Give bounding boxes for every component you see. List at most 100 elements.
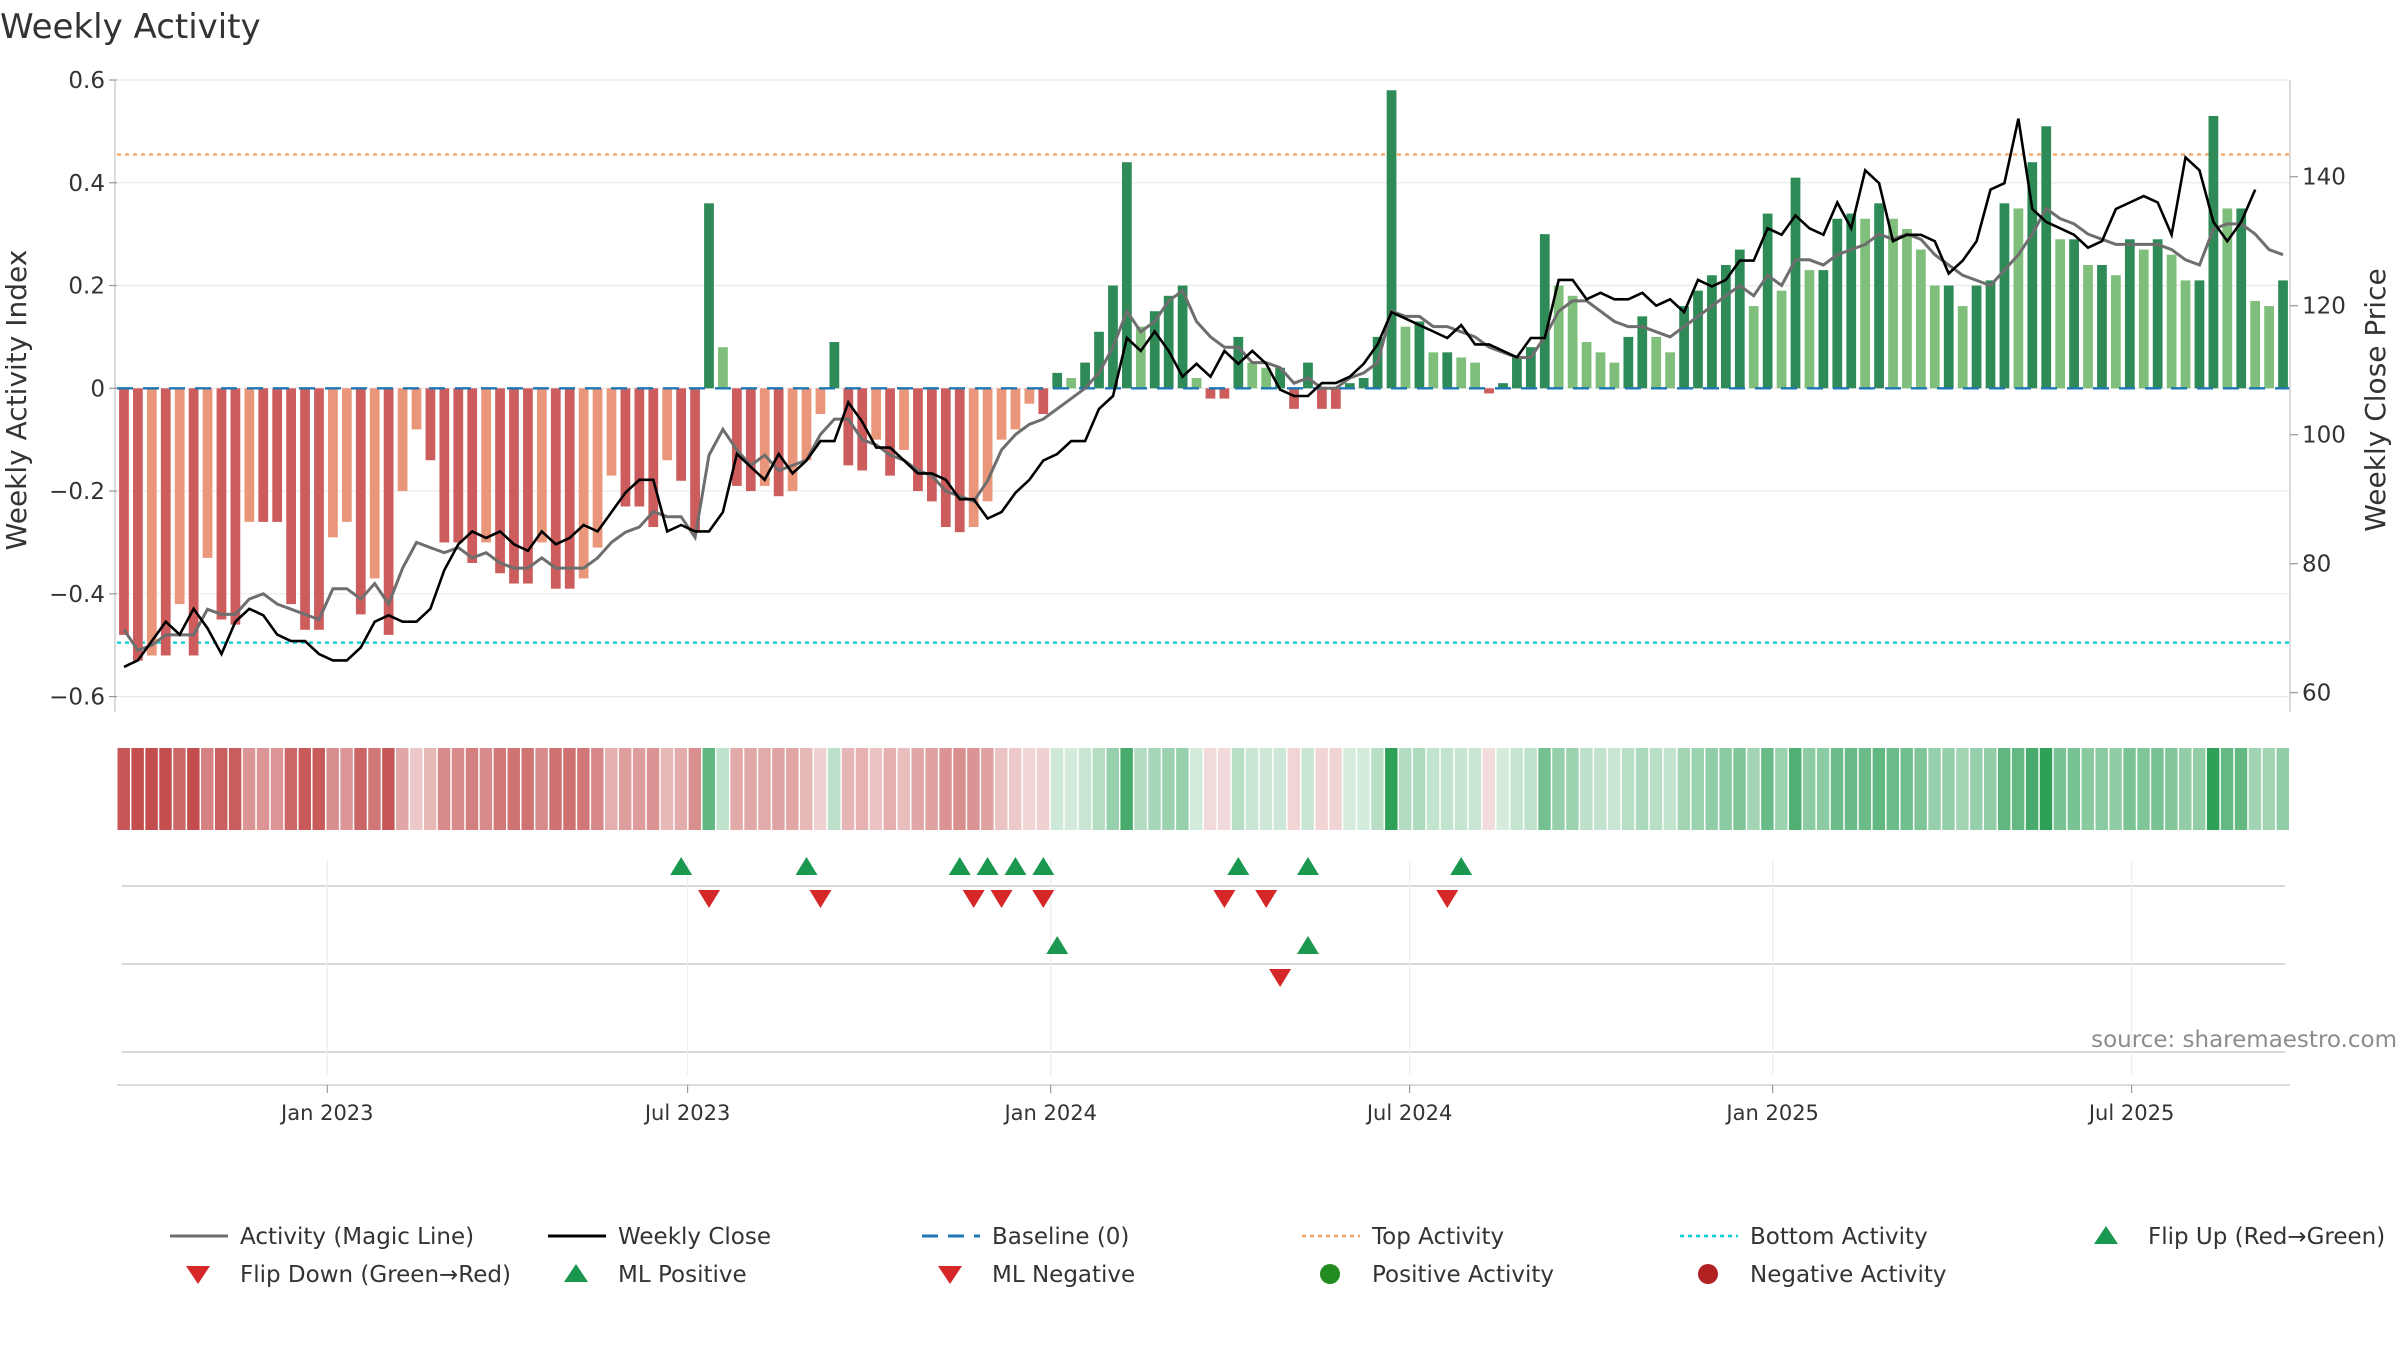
strip-cell bbox=[2165, 748, 2178, 830]
activity-bar bbox=[634, 388, 645, 507]
flip-up-marker bbox=[1296, 857, 1319, 875]
strip-cell bbox=[772, 748, 785, 830]
strip-cell bbox=[396, 748, 409, 830]
activity-bar bbox=[1219, 388, 1230, 399]
activity-bar bbox=[1177, 285, 1188, 389]
y-tick-label: −0.4 bbox=[49, 582, 105, 608]
strip-cell bbox=[2053, 748, 2067, 830]
strip-cell bbox=[827, 748, 841, 830]
activity-bar bbox=[369, 388, 380, 579]
activity-heat-strip bbox=[117, 748, 2289, 830]
activity-bar bbox=[982, 388, 993, 502]
strip-cell bbox=[1092, 748, 1105, 830]
strip-cell bbox=[549, 748, 562, 830]
strip-cell bbox=[2262, 748, 2276, 830]
flip-up-marker bbox=[948, 857, 971, 875]
activity-bar bbox=[1470, 362, 1481, 389]
activity-bar bbox=[1860, 218, 1871, 389]
legend-positive-dot bbox=[1320, 1264, 1340, 1284]
activity-bar bbox=[481, 388, 492, 543]
strip-cell bbox=[215, 748, 228, 830]
strip-cell bbox=[1802, 748, 1816, 830]
strip-cell bbox=[410, 748, 423, 830]
strip-cell bbox=[1775, 748, 1788, 830]
activity-bar bbox=[1094, 331, 1104, 389]
activity-bar bbox=[1971, 285, 1982, 389]
activity-bar bbox=[1386, 90, 1397, 389]
activity-bar bbox=[1108, 285, 1118, 389]
activity-bar bbox=[606, 388, 617, 476]
strip-cell bbox=[2220, 748, 2234, 830]
activity-bar bbox=[1428, 352, 1439, 389]
strip-cell bbox=[1134, 748, 1147, 830]
activity-bar bbox=[328, 388, 338, 538]
y2-tick-label: 100 bbox=[2302, 423, 2346, 449]
activity-bar bbox=[1080, 362, 1090, 389]
activity-bar bbox=[564, 388, 575, 589]
strip-cell bbox=[242, 748, 256, 830]
activity-bar bbox=[1163, 295, 1174, 389]
activity-bar bbox=[146, 388, 157, 656]
left-y-ticks: 0.6 0.4 0.2 0 −0.2 −0.4 −0.6 bbox=[49, 68, 117, 711]
activity-bar bbox=[1498, 383, 1508, 389]
activity-bar bbox=[2041, 126, 2052, 389]
strip-cell bbox=[897, 748, 910, 830]
strip-cell bbox=[1162, 748, 1175, 830]
strip-cell bbox=[423, 748, 437, 830]
activity-bar bbox=[1358, 378, 1369, 389]
activity-bar bbox=[1957, 306, 1968, 389]
flip-up-marker bbox=[976, 857, 999, 875]
activity-bar bbox=[940, 388, 951, 528]
strip-cell bbox=[674, 748, 688, 830]
strip-cell bbox=[382, 748, 395, 830]
activity-bar bbox=[2180, 280, 2191, 389]
strip-cell bbox=[1050, 748, 1064, 830]
activity-bar bbox=[1651, 336, 1662, 389]
flip-marker-rows bbox=[122, 857, 2285, 1075]
strip-cell bbox=[2151, 748, 2164, 830]
activity-bar bbox=[1289, 388, 1299, 409]
activity-bar bbox=[620, 388, 631, 507]
activity-bar bbox=[188, 388, 199, 656]
activity-bar bbox=[1024, 388, 1035, 404]
legend-down-triangle bbox=[938, 1266, 962, 1284]
activity-bar bbox=[1414, 321, 1425, 389]
strip-cell bbox=[2095, 748, 2108, 830]
activity-bar bbox=[1317, 388, 1327, 409]
activity-bar bbox=[1581, 342, 1592, 389]
activity-bar bbox=[1400, 326, 1411, 389]
legend-label: Negative Activity bbox=[1750, 1262, 1947, 1288]
strip-cell bbox=[2123, 748, 2136, 830]
strip-cell bbox=[117, 748, 130, 830]
activity-bar bbox=[314, 388, 324, 630]
activity-bar bbox=[1066, 378, 1077, 389]
source-note: source: sharemaestro.com bbox=[2091, 1027, 2397, 1053]
flip-down-marker bbox=[1032, 890, 1055, 908]
y2-axis-label: Weekly Close Price bbox=[2359, 268, 2392, 531]
legend-negative-dot bbox=[1698, 1264, 1718, 1284]
strip-cell bbox=[1412, 748, 1426, 830]
activity-bar bbox=[1762, 213, 1773, 389]
strip-cell bbox=[2248, 748, 2262, 830]
legend-label: Activity (Magic Line) bbox=[240, 1224, 474, 1250]
strip-cell bbox=[1830, 748, 1844, 830]
activity-bar bbox=[397, 388, 408, 492]
activity-bar bbox=[1261, 367, 1272, 389]
strip-cell bbox=[479, 748, 493, 830]
strip-cell bbox=[1106, 748, 1119, 830]
activity-bar bbox=[704, 203, 714, 389]
price-and-magic-lines bbox=[122, 118, 2284, 669]
activity-bar bbox=[133, 388, 143, 661]
activity-bars bbox=[117, 90, 2290, 661]
activity-bar bbox=[578, 388, 589, 579]
strip-cell bbox=[2025, 748, 2039, 830]
strip-cell bbox=[1538, 748, 1551, 830]
y-tick-label: 0.6 bbox=[68, 68, 105, 94]
flip-up-marker bbox=[795, 857, 818, 875]
strip-cell bbox=[1315, 748, 1328, 830]
activity-bar bbox=[1539, 234, 1550, 389]
activity-bar bbox=[829, 342, 840, 389]
activity-bar bbox=[509, 388, 519, 584]
strip-cell bbox=[1259, 748, 1273, 830]
